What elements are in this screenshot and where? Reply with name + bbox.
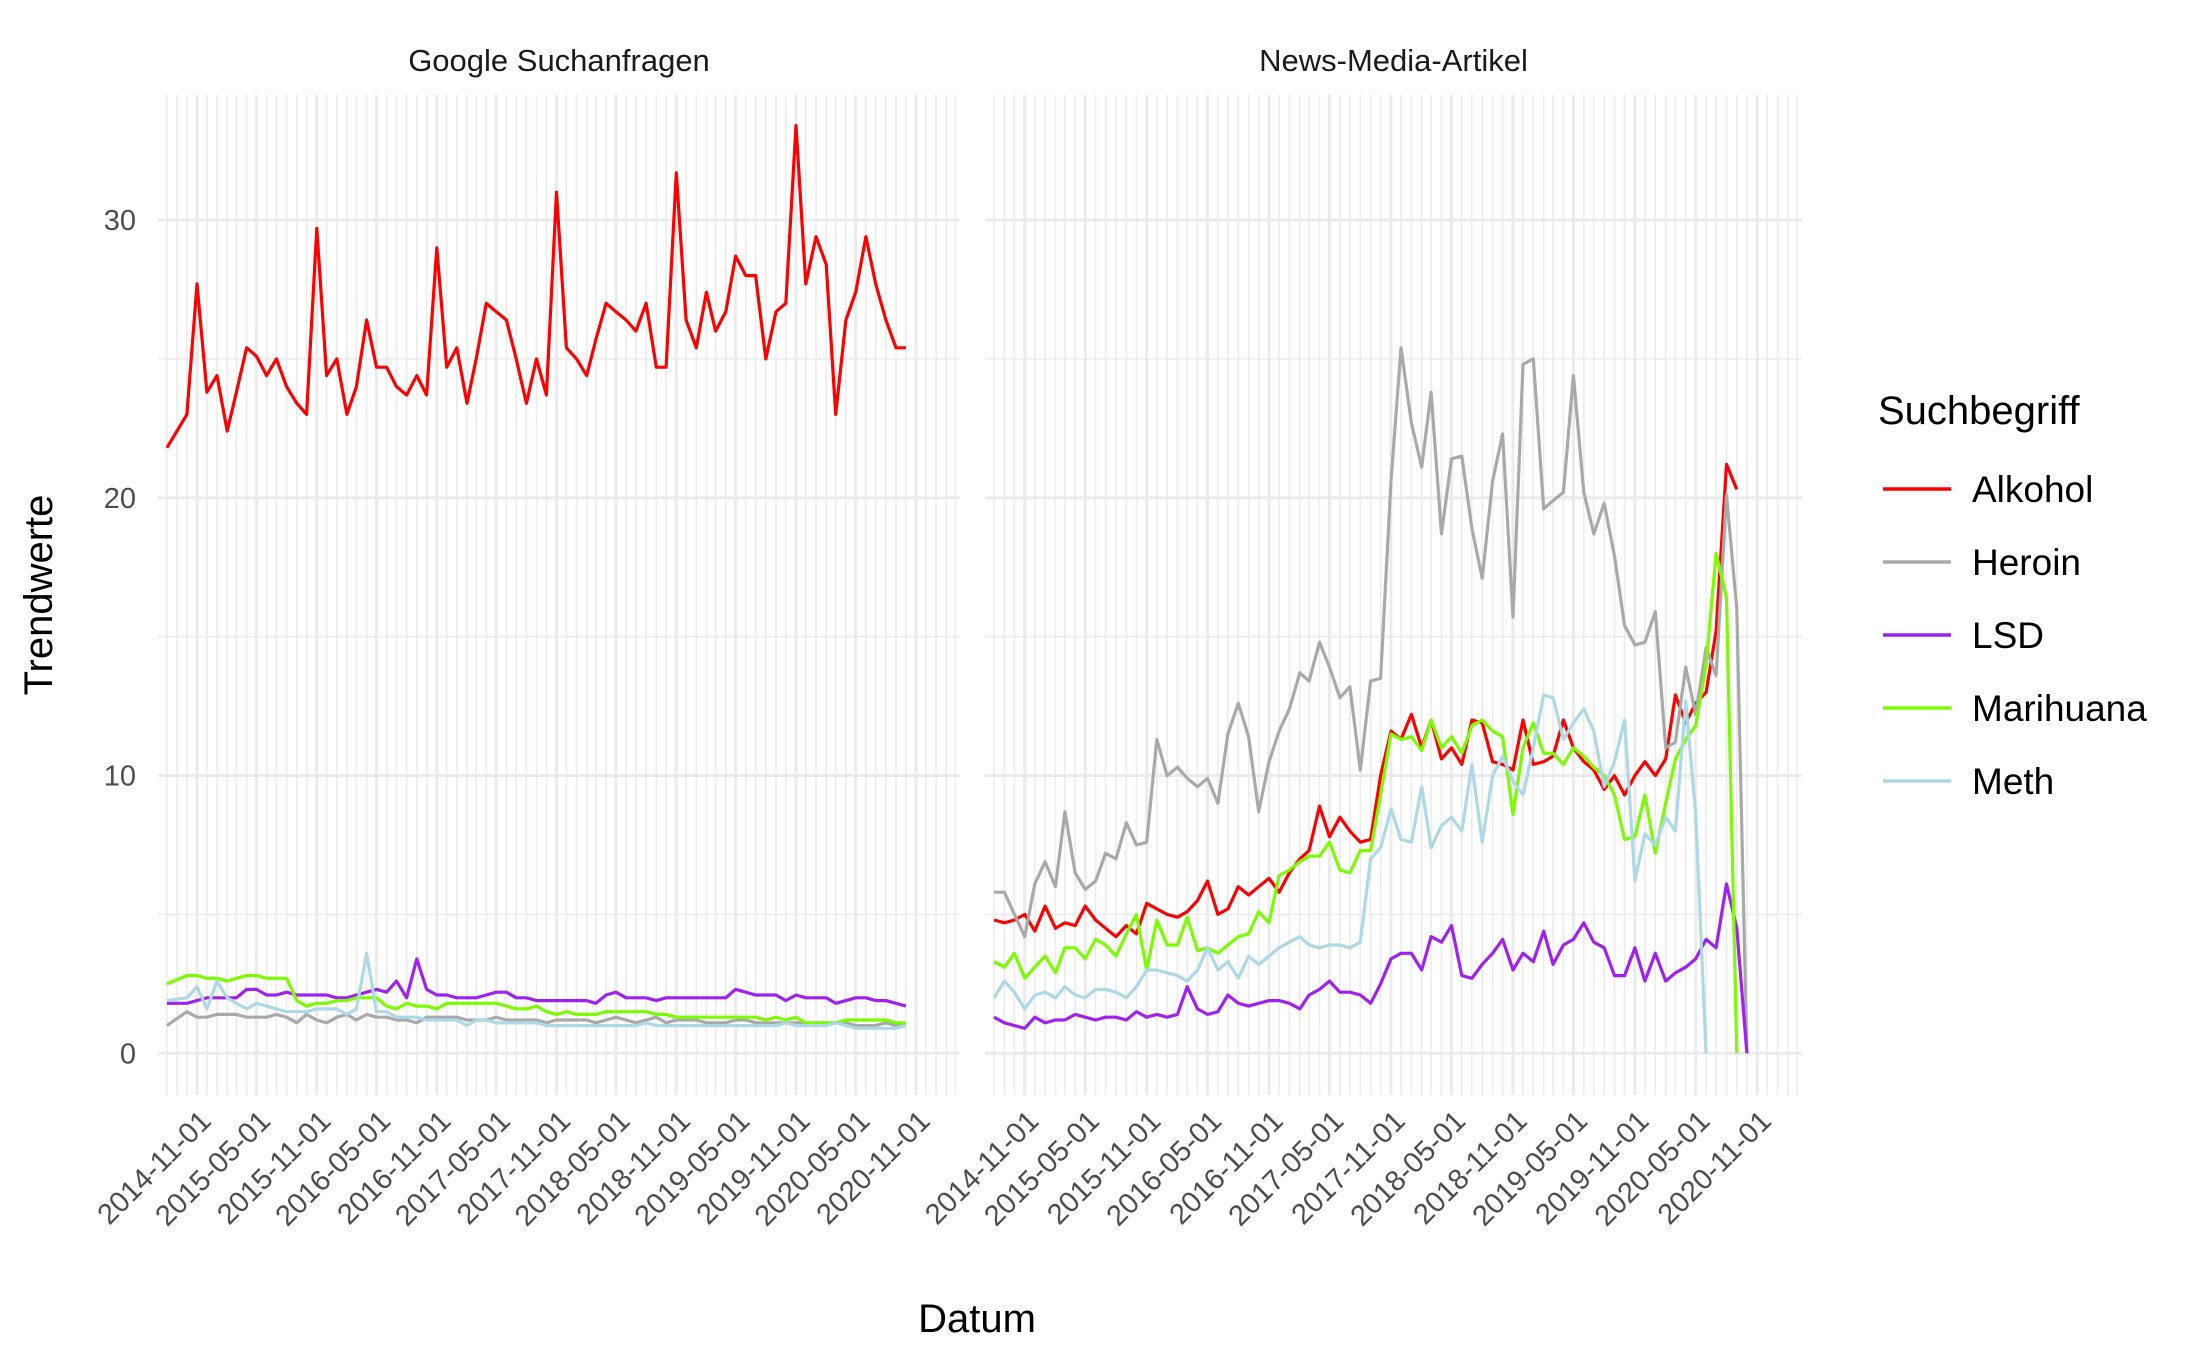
legend-entry-alkohol: Alkohol [1883, 469, 2093, 510]
series-line-marihuana [993, 551, 1739, 1054]
x-tick-labels: 2014-11-012015-05-012015-11-012016-05-01… [92, 1105, 937, 1233]
y-tick-label: 20 [104, 483, 136, 515]
x-tick-labels: 2014-11-012015-05-012015-11-012016-05-01… [919, 1105, 1777, 1233]
series-line-meth [166, 951, 907, 1030]
facet-title-google: Google Suchanfragen [408, 43, 710, 78]
y-axis-title: Trendwerte [17, 495, 61, 696]
legend-entries: Alkohol Heroin LSD Marihuana Meth [1883, 469, 2147, 802]
legend-label: LSD [1972, 615, 2044, 656]
y-tick-label: 30 [104, 205, 136, 237]
y-tick-label: 10 [104, 761, 136, 793]
legend: Suchbegriff Alkohol Heroin LSD Marihuana Met… [1878, 389, 2147, 802]
y-tick-label: 0 [120, 1038, 136, 1070]
legend-entry-heroin: Heroin [1883, 542, 2081, 583]
series-line-lsd [166, 957, 907, 1008]
series-line-lsd [993, 882, 1749, 1054]
panel-lines [165, 123, 907, 1030]
legend-title: Suchbegriff [1878, 389, 2081, 433]
legend-label: Alkohol [1972, 469, 2093, 510]
series-line-meth [992, 693, 1708, 1054]
legend-label: Marihuana [1972, 688, 2147, 729]
series-line-alkohol [165, 123, 906, 449]
series-line-alkohol [993, 462, 1739, 939]
legend-entry-meth: Meth [1883, 761, 2054, 802]
series-line-heroin [994, 346, 1749, 1054]
x-axis-title: Datum [918, 1297, 1036, 1341]
facet-title-news: News-Media-Artikel [1259, 43, 1528, 78]
legend-label: Meth [1972, 761, 2054, 802]
panel-grid [158, 95, 960, 1095]
legend-label: Heroin [1972, 542, 2081, 583]
legend-entry-marihuana: Marihuana [1883, 688, 2147, 729]
series-line-marihuana [166, 973, 906, 1025]
panel-google-suchanfragen: Google Suchanfragen 0 10 20 30 2014-11-0120… [92, 43, 960, 1233]
y-tick-labels: 0 10 20 30 [104, 205, 136, 1070]
panel-lines [992, 346, 1749, 1054]
legend-entry-lsd: LSD [1883, 615, 2044, 656]
panel-news-media-artikel: News-Media-Artikel 2014-11-012015-05-012… [919, 43, 1802, 1233]
